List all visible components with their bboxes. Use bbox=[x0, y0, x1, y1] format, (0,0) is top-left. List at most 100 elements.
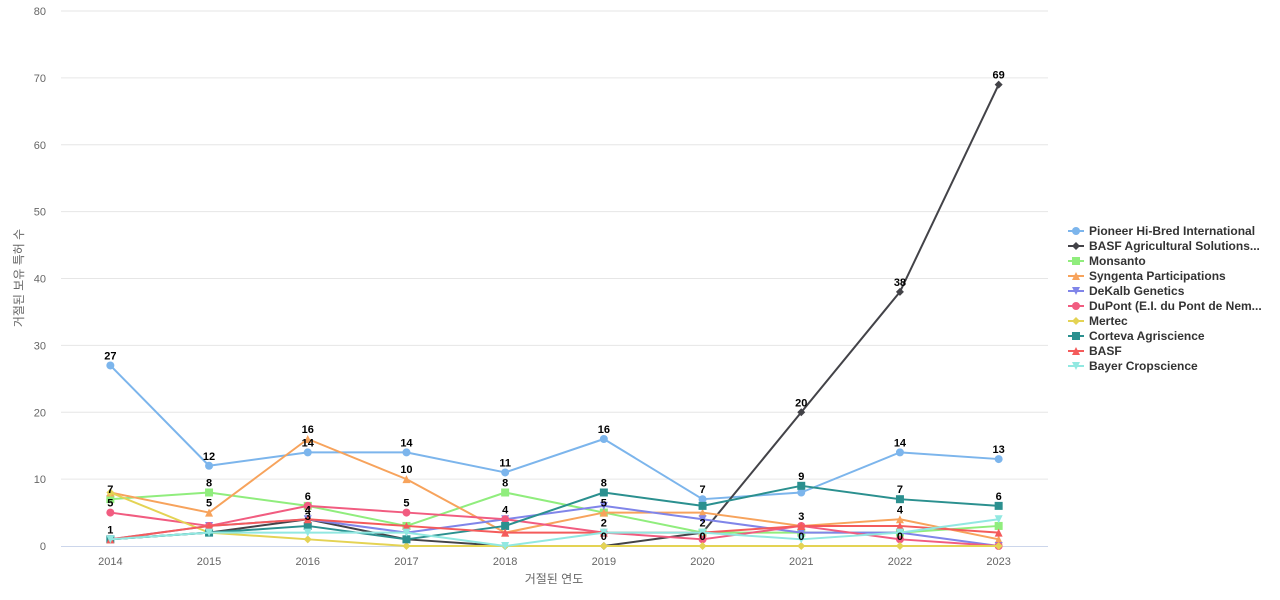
data-label: 6 bbox=[305, 491, 311, 503]
data-label: 8 bbox=[502, 478, 508, 490]
data-label: 7 bbox=[107, 484, 113, 496]
data-point bbox=[599, 542, 608, 550]
data-point bbox=[698, 528, 707, 537]
legend-label: Bayer Cropscience bbox=[1089, 359, 1198, 373]
data-point bbox=[797, 408, 806, 417]
y-tick-label: 40 bbox=[34, 274, 46, 286]
legend-label: Monsanto bbox=[1089, 254, 1146, 268]
x-tick-label: 2018 bbox=[493, 556, 517, 568]
y-tick-label: 60 bbox=[34, 140, 46, 152]
x-tick-label: 2016 bbox=[296, 556, 320, 568]
legend-item[interactable]: Bayer Cropscience bbox=[1068, 359, 1198, 373]
data-point bbox=[402, 508, 411, 517]
data-label: 13 bbox=[993, 444, 1005, 456]
data-point bbox=[797, 528, 806, 537]
legend-label: BASF Agricultural Solutions... bbox=[1089, 239, 1260, 253]
data-label: 11 bbox=[499, 457, 511, 469]
data-label: 7 bbox=[699, 484, 705, 496]
data-point bbox=[501, 542, 510, 550]
legend-item[interactable]: Pioneer Hi-Bred International bbox=[1068, 224, 1255, 238]
data-point bbox=[303, 515, 312, 524]
data-point bbox=[895, 515, 904, 524]
data-point bbox=[501, 521, 510, 530]
legend-item[interactable]: BASF bbox=[1068, 344, 1122, 358]
y-tick-label: 20 bbox=[34, 407, 46, 419]
data-point bbox=[402, 528, 411, 537]
legend-item[interactable]: Syngenta Participations bbox=[1068, 269, 1226, 283]
data-point bbox=[402, 535, 411, 544]
legend-label: DuPont (E.I. du Pont de Nem... bbox=[1089, 299, 1262, 313]
data-label: 0 bbox=[601, 531, 607, 543]
x-tick-label: 2023 bbox=[986, 556, 1010, 568]
data-point bbox=[303, 528, 312, 537]
data-label: 4 bbox=[305, 504, 312, 516]
legend-marker bbox=[1072, 242, 1080, 250]
data-point bbox=[501, 515, 510, 524]
data-point bbox=[501, 528, 510, 537]
y-tick-label: 0 bbox=[40, 541, 46, 553]
data-point bbox=[402, 542, 411, 550]
data-point bbox=[994, 501, 1003, 510]
x-tick-label: 2015 bbox=[197, 556, 221, 568]
data-point bbox=[698, 535, 707, 544]
data-point bbox=[205, 528, 214, 537]
data-point bbox=[895, 521, 904, 530]
legend-item[interactable]: BASF Agricultural Solutions... bbox=[1068, 239, 1260, 253]
series-line bbox=[110, 484, 999, 541]
series-9 bbox=[106, 515, 1003, 544]
data-point bbox=[895, 448, 904, 457]
data-point bbox=[994, 455, 1003, 464]
x-tick-label: 2014 bbox=[98, 556, 122, 568]
legend-item[interactable]: DeKalb Genetics bbox=[1068, 284, 1185, 298]
data-point bbox=[599, 501, 608, 510]
data-point bbox=[106, 495, 115, 504]
data-label: 8 bbox=[601, 478, 607, 490]
data-label: 14 bbox=[302, 437, 315, 449]
legend-marker bbox=[1072, 317, 1080, 325]
data-label: 27 bbox=[104, 350, 116, 362]
data-label: 14 bbox=[400, 437, 413, 449]
data-point bbox=[895, 495, 904, 504]
data-label: 2 bbox=[699, 518, 705, 530]
data-point bbox=[303, 535, 312, 544]
legend-marker bbox=[1072, 287, 1080, 295]
data-label: 16 bbox=[302, 424, 314, 436]
data-point bbox=[994, 521, 1003, 530]
data-point bbox=[205, 461, 214, 470]
y-tick-label: 80 bbox=[34, 6, 46, 18]
data-point bbox=[797, 535, 806, 544]
legend-marker bbox=[1072, 302, 1080, 310]
legend-label: Corteva Agriscience bbox=[1089, 329, 1205, 343]
data-label: 14 bbox=[894, 437, 907, 449]
data-label: 20 bbox=[795, 397, 807, 409]
data-label: 5 bbox=[601, 498, 607, 510]
data-label: 38 bbox=[894, 277, 906, 289]
y-tick-label: 30 bbox=[34, 340, 46, 352]
data-point bbox=[994, 535, 1003, 544]
data-point bbox=[994, 80, 1003, 89]
y-axis-title: 거절된 보유 특허 수 bbox=[12, 229, 26, 327]
data-point bbox=[895, 542, 904, 550]
data-point bbox=[303, 501, 312, 510]
data-point bbox=[599, 488, 608, 497]
legend-item[interactable]: Mertec bbox=[1068, 314, 1128, 328]
data-point bbox=[994, 515, 1003, 524]
data-point bbox=[205, 508, 214, 517]
x-tick-label: 2021 bbox=[789, 556, 813, 568]
data-point bbox=[599, 435, 608, 443]
series-line bbox=[110, 518, 999, 541]
data-point bbox=[698, 515, 707, 524]
data-point bbox=[501, 488, 510, 497]
legend-item[interactable]: DuPont (E.I. du Pont de Nem... bbox=[1068, 299, 1262, 313]
legend-item[interactable]: Monsanto bbox=[1068, 254, 1146, 268]
legend-label: Pioneer Hi-Bred International bbox=[1089, 224, 1255, 238]
data-label: 10 bbox=[400, 464, 412, 476]
series-line bbox=[110, 504, 999, 547]
data-label: 6 bbox=[996, 491, 1002, 503]
series-line bbox=[110, 84, 1000, 547]
data-point bbox=[797, 521, 806, 530]
legend-item[interactable]: Corteva Agriscience bbox=[1068, 329, 1205, 343]
data-label: 9 bbox=[798, 471, 804, 483]
